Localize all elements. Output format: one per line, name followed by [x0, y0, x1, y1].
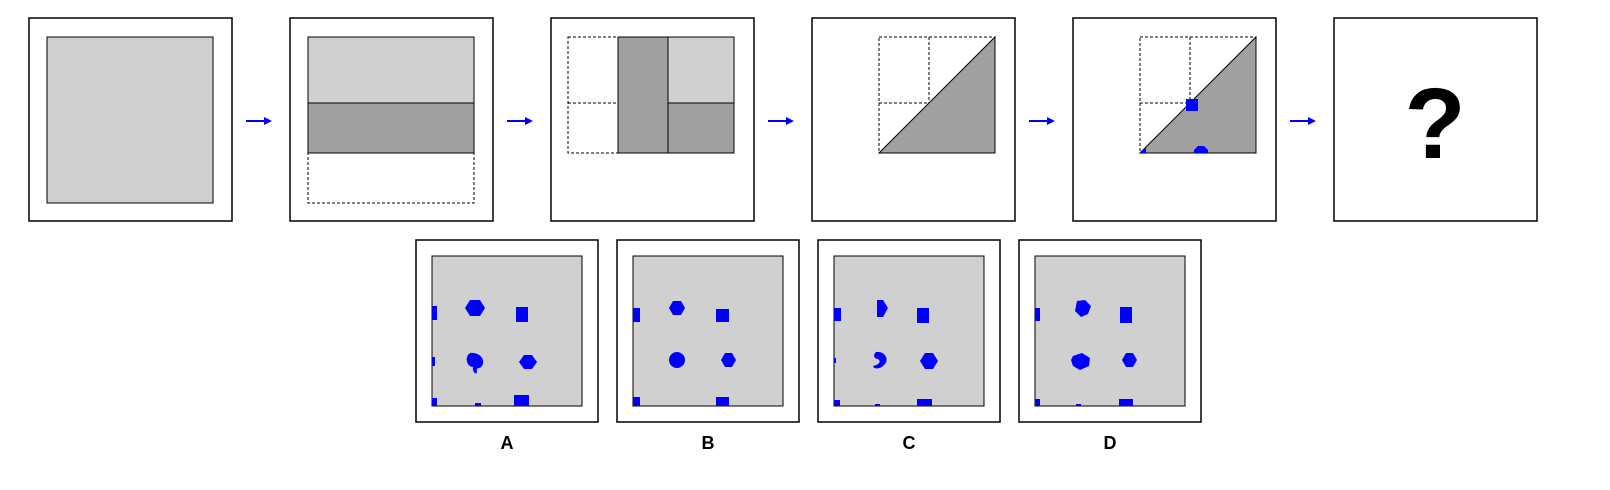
option-d-hole — [1119, 399, 1133, 406]
option-a-hole — [519, 355, 537, 369]
option-d-label: D — [1104, 433, 1117, 453]
step-2-dashed-outline — [307, 152, 475, 204]
step-3-folded-column — [617, 36, 669, 154]
option-b-hole — [669, 301, 685, 315]
option-c-hole — [875, 404, 880, 406]
option-b[interactable]: B — [616, 239, 800, 453]
option-a-hole — [432, 357, 435, 366]
option-d-hole — [1122, 353, 1137, 367]
option-c-hole — [917, 308, 929, 323]
question-frame — [1333, 17, 1538, 222]
option-a-hole — [514, 395, 529, 406]
option-d-hole — [1120, 307, 1132, 323]
option-c-hole — [834, 358, 836, 363]
arrow-5 — [1290, 117, 1316, 125]
step-1-panel — [28, 17, 233, 222]
option-a-hole — [475, 403, 481, 406]
punched-hexagon-hole — [1194, 146, 1208, 153]
option-a-hole — [432, 398, 437, 406]
option-b-sheet — [632, 255, 784, 407]
arrow-2 — [507, 117, 533, 125]
arrow-3 — [768, 117, 794, 125]
option-a-hole — [516, 307, 528, 322]
option-a-hole — [465, 300, 485, 316]
step-4-folded-triangle — [877, 35, 996, 154]
option-b-hole — [669, 352, 685, 368]
punched-square-hole — [1186, 99, 1198, 111]
option-a[interactable]: A — [415, 239, 599, 453]
option-b-hole — [633, 308, 640, 322]
punched-corner-hole — [1140, 147, 1146, 153]
option-c-hole — [877, 300, 888, 317]
option-c-hole — [920, 353, 938, 369]
option-a-label: A — [501, 433, 514, 453]
option-d-hole — [1035, 308, 1040, 321]
option-d-sheet — [1034, 255, 1186, 407]
option-c-hole — [873, 351, 887, 369]
option-b-label: B — [702, 433, 715, 453]
option-c-hole — [917, 399, 932, 406]
step-2-panel — [289, 17, 494, 222]
question-panel: ? — [1333, 17, 1538, 222]
step-3-bottom-right — [667, 102, 735, 154]
option-c-label: C — [903, 433, 916, 453]
step-4-panel — [811, 17, 1016, 222]
step-1-sheet — [46, 36, 214, 204]
step-3-panel — [550, 17, 755, 222]
arrow-4 — [1029, 117, 1055, 125]
option-b-hole — [716, 397, 729, 406]
step-3-top-right — [667, 36, 735, 104]
arrow-1 — [246, 117, 272, 125]
option-d-hole — [1035, 399, 1040, 406]
option-b-hole — [721, 353, 736, 367]
step-5-panel — [1072, 17, 1277, 222]
option-c-sheet — [833, 255, 985, 407]
option-d[interactable]: D — [1018, 239, 1202, 453]
option-d-hole — [1076, 404, 1081, 406]
option-a-hole — [432, 306, 437, 320]
option-c[interactable]: C — [817, 239, 1001, 453]
option-b-hole — [633, 397, 640, 406]
step-2-top-layer — [307, 36, 475, 104]
option-b-hole — [716, 309, 729, 322]
option-a-sheet — [431, 255, 583, 407]
option-c-hole — [834, 308, 841, 321]
option-a-hole — [466, 352, 484, 374]
step-2-folded-layer — [307, 102, 475, 154]
option-d-hole — [1071, 353, 1090, 370]
option-c-hole — [834, 400, 840, 406]
option-d-hole — [1075, 300, 1091, 317]
question-mark: ? — [1404, 68, 1465, 180]
